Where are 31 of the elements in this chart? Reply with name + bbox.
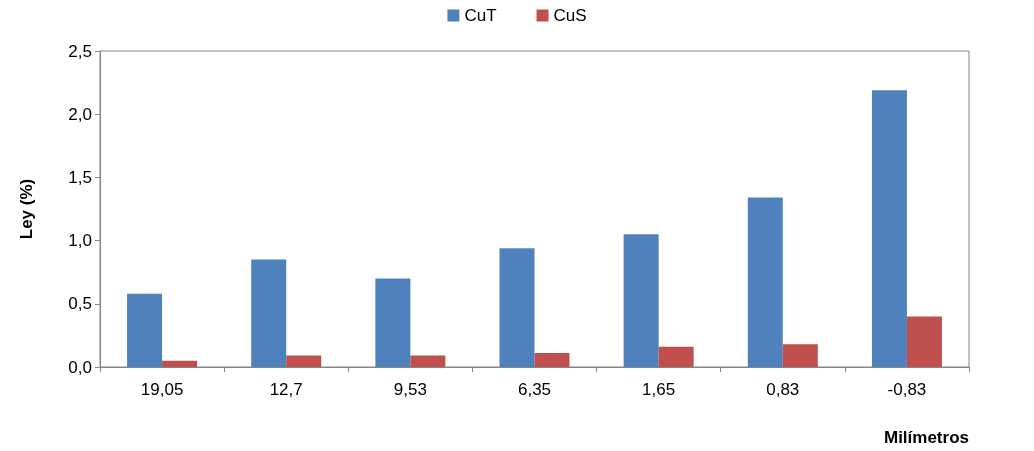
- bar: [127, 293, 163, 367]
- legend-label: CuT: [464, 6, 497, 25]
- x-tick-label: 12,7: [269, 380, 303, 399]
- x-tick-label: 0,83: [766, 380, 800, 399]
- y-tick-label: 0,5: [68, 294, 92, 314]
- x-axis-title: Milímetros: [883, 428, 969, 447]
- bar: [251, 259, 287, 367]
- x-tick-label: 1,65: [642, 380, 676, 399]
- y-tick-label: 1,5: [68, 167, 92, 187]
- x-tick-label: 9,53: [393, 380, 427, 399]
- legend-label: CuS: [553, 6, 587, 25]
- y-tick-label: 1,0: [68, 231, 92, 251]
- x-tick-label: 6,35: [517, 380, 552, 399]
- bar: [410, 355, 446, 367]
- y-tick-label: 2,0: [68, 104, 92, 124]
- bar: [747, 197, 783, 367]
- x-tick-label: -0,83: [887, 380, 927, 399]
- y-axis-title: Ley (%): [17, 178, 36, 240]
- bar: [534, 353, 570, 367]
- bar: [658, 346, 694, 367]
- bar: [499, 248, 535, 367]
- bar: [906, 316, 942, 367]
- y-tick-label: 2,5: [68, 41, 92, 61]
- y-tick-label: 0,0: [68, 357, 92, 377]
- bar: [286, 355, 322, 367]
- bar: [782, 344, 818, 367]
- bar: [623, 234, 659, 367]
- bar: [375, 278, 411, 367]
- bar: [871, 90, 907, 367]
- x-tick-label: 19,05: [140, 380, 184, 399]
- bar: [162, 360, 198, 367]
